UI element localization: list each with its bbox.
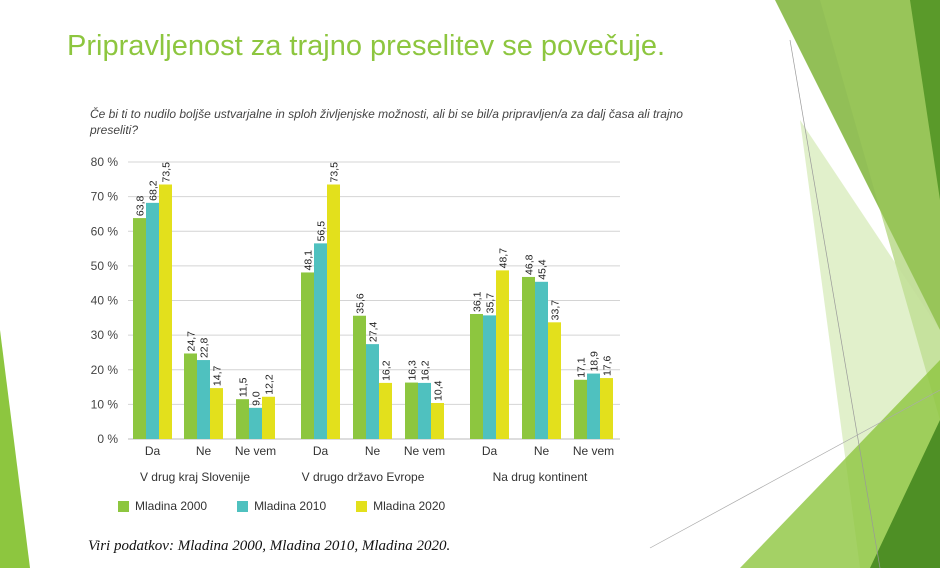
data-label: 63,8: [135, 195, 147, 216]
y-tick-label: 20 %: [91, 363, 119, 377]
deco-line: [649, 389, 940, 549]
data-label: 17,1: [576, 357, 588, 378]
bar: [353, 315, 366, 439]
data-label: 35,7: [485, 293, 497, 314]
deco-shape: [910, 0, 940, 200]
data-label: 24,7: [186, 331, 198, 352]
bar: [262, 396, 275, 439]
group-label: Na drug kontinent: [493, 470, 588, 484]
x-tick-label: Da: [482, 444, 498, 458]
bar: [146, 202, 159, 439]
legend-label: Mladina 2010: [254, 499, 327, 513]
bar: [470, 314, 483, 439]
legend-swatch: [237, 500, 249, 512]
x-tick-label: Ne: [534, 444, 550, 458]
bar: [197, 360, 210, 439]
data-label: 16,3: [407, 360, 419, 381]
deco-shape: [0, 330, 30, 568]
data-label: 12,2: [264, 374, 276, 395]
data-label: 56,5: [316, 221, 328, 242]
y-tick-label: 80 %: [91, 155, 119, 169]
legend-label: Mladina 2000: [135, 499, 208, 513]
bar: [431, 402, 444, 439]
data-label: 14,7: [212, 366, 224, 387]
y-tick-label: 10 %: [91, 397, 119, 411]
bar: [574, 379, 587, 439]
x-tick-label: Ne vem: [573, 444, 614, 458]
data-label: 16,2: [381, 360, 393, 381]
y-tick-label: 40 %: [91, 294, 119, 308]
y-tick-label: 60 %: [91, 224, 119, 238]
x-tick-label: Da: [313, 444, 329, 458]
deco-shape: [870, 420, 940, 568]
bar: [483, 315, 496, 439]
bar: [418, 382, 431, 439]
bar: [379, 382, 392, 439]
data-label: 27,4: [368, 322, 380, 343]
deco-shape: [740, 360, 940, 568]
x-tick-label: Ne: [365, 444, 381, 458]
group-label: V drug kraj Slovenije: [140, 470, 250, 484]
group-label: V drugo državo Evrope: [302, 470, 425, 484]
bar: [405, 382, 418, 439]
x-tick-label: Ne vem: [404, 444, 445, 458]
bar: [133, 218, 146, 439]
data-label: 73,5: [161, 162, 173, 183]
legend-swatch: [118, 500, 129, 512]
x-tick-label: Ne vem: [235, 444, 276, 458]
bar: [548, 322, 561, 439]
deco-line: [789, 39, 881, 568]
data-label: 22,8: [199, 337, 211, 358]
data-label: 18,9: [589, 351, 601, 372]
bar: [366, 344, 379, 439]
data-label: 36,1: [472, 291, 484, 312]
y-tick-label: 30 %: [91, 328, 119, 342]
data-label: 9,0: [251, 391, 263, 406]
legend-label: Mladina 2020: [373, 499, 446, 513]
y-tick-label: 70 %: [91, 190, 119, 204]
bar: [314, 243, 327, 439]
data-label: 10,4: [433, 380, 445, 401]
chart-question: Če bi ti to nudilo boljše ustvarjalne in…: [90, 107, 683, 137]
x-tick-label: Da: [145, 444, 161, 458]
bar: [600, 378, 613, 439]
data-label: 35,6: [355, 293, 367, 314]
legend-item: Mladina 2020: [356, 499, 445, 513]
data-label: 48,1: [303, 250, 315, 271]
data-label: 33,7: [550, 300, 562, 321]
bar: [210, 388, 223, 439]
data-label: 11,5: [238, 377, 250, 397]
data-label: 68,2: [148, 180, 160, 201]
legend: Mladina 2000 Mladina 2010 Mladina 2020: [118, 499, 445, 513]
bar: [301, 272, 314, 439]
data-label: 73,5: [329, 162, 341, 183]
data-label: 48,7: [498, 248, 510, 269]
y-tick-label: 0 %: [97, 432, 118, 446]
data-label: 16,2: [420, 360, 432, 381]
data-label: 46,8: [524, 254, 536, 275]
bar: [159, 184, 172, 439]
bar: [496, 270, 509, 439]
bar: [327, 184, 340, 439]
data-label: 45,4: [537, 259, 549, 280]
slide-title: Pripravljenost za trajno preselitev se p…: [67, 30, 666, 62]
bar: [236, 399, 249, 439]
data-label: 17,6: [602, 355, 614, 376]
legend-item: Mladina 2010: [237, 499, 326, 513]
legend-swatch: [356, 500, 368, 512]
bar: [522, 276, 535, 439]
legend-item: Mladina 2000: [118, 499, 207, 513]
bar: [587, 373, 600, 439]
y-tick-label: 50 %: [91, 259, 119, 273]
x-tick-label: Ne: [196, 444, 212, 458]
bar: [184, 353, 197, 439]
bar: [249, 407, 262, 439]
source-note: Viri podatkov: Mladina 2000, Mladina 201…: [88, 538, 451, 554]
bar: [535, 281, 548, 439]
